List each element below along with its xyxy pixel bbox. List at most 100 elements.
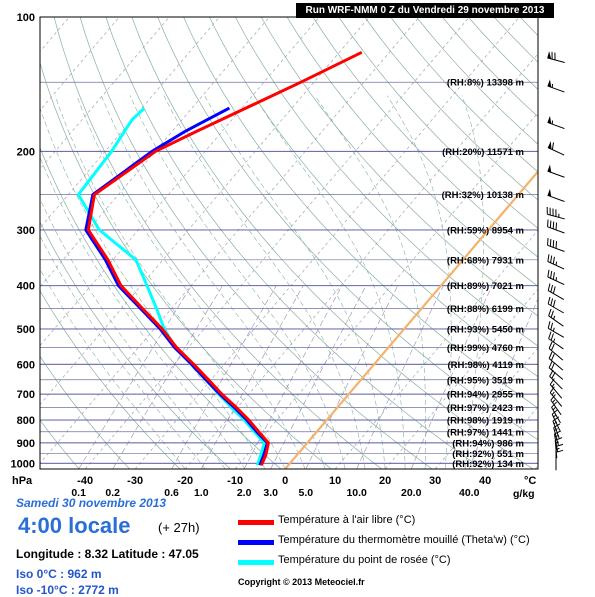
wind-barb xyxy=(548,270,564,285)
wind-barb-half-flag xyxy=(553,415,556,417)
level-label: (RH:59%) 8954 m xyxy=(447,225,524,236)
local-time: 4:00 locale xyxy=(18,513,131,539)
mixing-ratio-tick-label: 10.0 xyxy=(346,487,367,499)
wind-barb-shaft xyxy=(548,147,564,155)
level-label: (RH:94%) 986 m xyxy=(452,438,524,449)
level-label: (RH:98%) 1919 m xyxy=(447,416,524,427)
wind-barb-flag xyxy=(551,285,553,292)
level-label: (RH:68%) 7931 m xyxy=(447,255,524,266)
mixing-ratio-tick-label: 5.0 xyxy=(299,487,314,499)
wind-barb-flag xyxy=(551,271,552,278)
pressure-tick-label: 200 xyxy=(17,146,35,158)
wind-barb-pennant xyxy=(548,189,552,197)
mixing-ratio-tick-label: 0.6 xyxy=(164,487,179,499)
wind-barb-flag xyxy=(549,309,551,316)
level-label: (RH:99%) 4760 m xyxy=(447,343,524,354)
legend-label-dewpoint: Température du point de rosée (°C) xyxy=(278,554,451,566)
wind-barb-pennant xyxy=(548,79,552,87)
wind-barb-pennant xyxy=(547,51,551,59)
mixing-ratio-unit-label: g/kg xyxy=(513,488,535,500)
wind-barb-flag xyxy=(553,222,554,229)
wind-barb-flag xyxy=(551,256,552,263)
wind-barb-flag xyxy=(551,298,553,305)
wind-barb-flag xyxy=(556,241,557,248)
forecast-offset: (+ 27h) xyxy=(158,520,200,535)
pressure-tick-label: 1000 xyxy=(11,458,35,470)
wind-barb xyxy=(549,342,563,360)
wind-barb xyxy=(548,141,564,155)
level-label: (RH:97%) 2423 m xyxy=(447,403,524,414)
wind-barb xyxy=(548,321,564,337)
wind-barb-flag xyxy=(549,332,551,339)
level-label: (RH:89%) 7021 m xyxy=(447,281,524,292)
level-label: (RH:97%) 1441 m xyxy=(447,427,524,438)
level-label: (RH:98%) 4119 m xyxy=(447,360,524,371)
wind-barb-flag xyxy=(548,284,550,291)
wind-barb-flag xyxy=(556,444,563,446)
level-label: (RH:32%) 10138 m xyxy=(442,190,524,201)
pressure-tick-label: 600 xyxy=(17,359,35,371)
legend-swatch-dewpoint xyxy=(238,560,274,565)
wind-barb-flag xyxy=(548,270,549,277)
wind-barb-half-flag xyxy=(553,328,554,332)
wind-barb-flag xyxy=(556,223,557,230)
wind-barb xyxy=(548,189,565,202)
wind-barb-flag xyxy=(552,372,556,378)
wind-barb-flag xyxy=(548,254,549,261)
pressure-tick-label: 500 xyxy=(17,324,35,336)
level-label: (RH:94%) 2955 m xyxy=(447,390,524,401)
wind-barb-half-flag xyxy=(554,316,555,319)
wind-barb-flag xyxy=(551,363,554,370)
pressure-tick-label: 400 xyxy=(17,281,35,293)
iso-minus-ten-level: Iso -10°C : 2772 m xyxy=(16,583,119,597)
wind-barb-pennant xyxy=(548,165,552,173)
temperature-tick-label: 0 xyxy=(282,475,288,487)
wind-barb-flag xyxy=(550,370,554,376)
wind-barb-flag xyxy=(548,238,549,245)
pressure-unit-label: hPa xyxy=(12,475,33,487)
iso-zero-level: Iso 0°C : 962 m xyxy=(16,567,102,581)
wind-barb-flag xyxy=(553,272,554,279)
mixing-ratio-tick-label: 3.0 xyxy=(263,487,278,499)
wind-barb-flag xyxy=(548,321,550,328)
level-label: (RH:8%) 13398 m xyxy=(447,78,524,89)
temperature-tick-label: 40 xyxy=(479,475,491,487)
wind-barb-half-flag xyxy=(553,407,556,410)
wind-barb-flag xyxy=(553,300,555,307)
wind-barb xyxy=(548,284,564,300)
level-label: (RH:92%) 134 m xyxy=(452,459,524,470)
wind-barb xyxy=(548,79,565,92)
wind-barb xyxy=(556,450,563,470)
wind-barb-half-flag xyxy=(556,262,557,266)
legend-label-wet-bulb: Température du thermomètre mouillé (Thet… xyxy=(278,534,530,546)
wind-barb-half-flag xyxy=(554,339,555,342)
wind-barb-half-flag xyxy=(553,400,555,403)
wind-barb-flag xyxy=(551,333,553,340)
pressure-tick-label: 900 xyxy=(17,438,35,450)
level-label: (RH:88%) 6199 m xyxy=(447,304,524,315)
copyright: Copyright © 2013 Meteociel.fr xyxy=(238,577,365,587)
pressure-tick-label: 800 xyxy=(17,415,35,427)
wind-barb xyxy=(548,254,564,269)
temperature-tick-label: -20 xyxy=(177,475,193,487)
legend-label-temperature: Température à l'air libre (°C) xyxy=(278,514,415,526)
wind-barb-flag xyxy=(553,287,555,294)
coordinates: Longitude : 8.32 Latitude : 47.05 xyxy=(16,547,199,561)
level-label: (RH:93%) 5450 m xyxy=(447,324,524,335)
wind-barb-flag xyxy=(548,297,550,304)
wind-barb xyxy=(548,165,565,178)
mixing-ratio-tick-label: 1.0 xyxy=(194,487,209,499)
mixing-ratio-tick-label: 20.0 xyxy=(401,487,422,499)
level-label: (RH:20%) 11571 m xyxy=(442,147,524,158)
wind-barb-half-flag xyxy=(552,392,554,395)
wind-barb-flag xyxy=(550,221,551,228)
wind-barb-flag xyxy=(552,142,553,149)
wind-barb-flag xyxy=(549,361,552,368)
wind-barb-flag xyxy=(549,352,552,359)
wind-barb-pennant xyxy=(548,116,552,124)
isotherm-line xyxy=(0,17,19,469)
legend-swatch-wet-bulb xyxy=(238,540,274,545)
temperature-tick-label: 30 xyxy=(429,475,441,487)
forecast-date: Samedi 30 novembre 2013 xyxy=(16,496,166,510)
temperature-tick-label: -30 xyxy=(127,475,143,487)
